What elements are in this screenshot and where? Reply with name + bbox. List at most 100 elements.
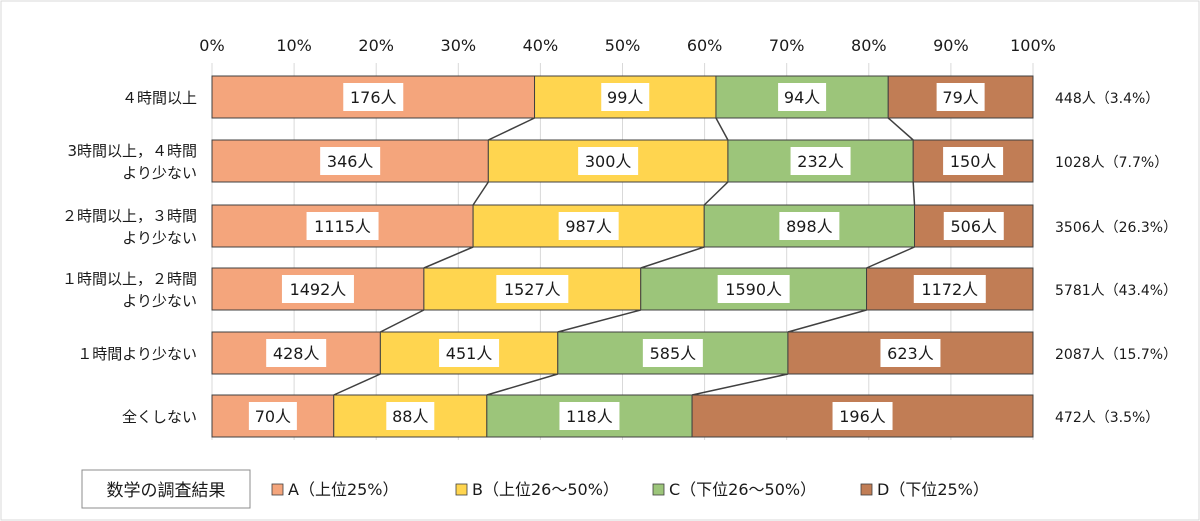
data-label-box [559,402,620,430]
legend-swatch [652,483,665,496]
data-label-box [880,339,941,367]
x-tick-label: 80% [851,36,887,55]
data-label-box [778,83,827,111]
series-connector-line [787,309,867,333]
data-label: 1115人 [314,217,371,236]
legend-title: 数学の調査結果 [107,481,226,501]
row-total-label: 5781人（43.4%） [1055,283,1177,299]
legend-label: D（下位25%） [877,480,989,499]
category-label: １時間より少ない [77,345,197,363]
data-label-box [439,339,500,367]
series-connector-line [488,117,535,141]
series-connector-line [472,181,489,206]
category-label: ２時間以上，３時間 [62,207,197,225]
data-label: 300人 [585,152,632,171]
x-tick-label: 100% [1010,36,1056,55]
legend-swatch [271,483,284,496]
gridlines [211,63,1034,440]
y-axis-category-labels: ４時間以上3時間以上，４時間より少ない２時間以上，３時間より少ない１時間以上，２… [62,89,197,426]
category-label: ４時間以上 [122,89,197,107]
data-label-box [790,147,851,175]
category-label: 全くしない [122,408,197,426]
data-label-box [558,212,619,240]
series-connector-line [486,373,559,396]
category-label-line2: より少ない [122,229,197,247]
data-label: 451人 [446,344,493,363]
data-label-box [779,212,840,240]
data-label-box [306,212,379,240]
category-label-line2: より少ない [122,292,197,310]
data-label: 176人 [350,88,397,107]
row-total-label: 448人（3.4%） [1055,91,1159,107]
data-label-box [578,147,639,175]
data-label: 70人 [255,407,291,426]
series-connector-lines [333,117,916,396]
data-label-box [248,402,297,430]
series-connector-line [912,181,916,206]
series-connector-line [380,309,425,333]
x-tick-label: 60% [687,36,723,55]
data-label-box [496,275,569,303]
series-connector-line [866,246,915,269]
data-label-box [386,402,435,430]
legend-swatch [860,483,873,496]
x-tick-label: 30% [441,36,477,55]
data-label: 898人 [786,217,833,236]
series-connector-line [703,181,729,206]
legend-label: B（上位26～50%） [472,480,619,499]
data-label: 987人 [565,217,612,236]
series-connector-line [887,117,914,141]
data-label: 346人 [327,152,374,171]
series-connector-line [423,246,474,269]
row-total-label: 472人（3.5%） [1055,410,1159,426]
x-tick-label: 70% [769,36,805,55]
data-label-box [717,275,790,303]
series-connector-line [691,373,789,396]
data-label: 623人 [887,344,934,363]
category-label: １時間以上，２時間 [62,270,197,288]
data-label-box [936,83,985,111]
data-label: 1492人 [290,280,347,299]
x-tick-label: 0% [199,36,224,55]
row-total-labels: 448人（3.4%） 1028人（7.7%） 3506人（26.3%） 5781人（4… [1055,91,1177,426]
series-connector-line [715,117,729,141]
data-label: 506人 [950,217,997,236]
data-label-box [943,212,1004,240]
series-connector-line [333,373,381,396]
data-label: 99人 [607,88,643,107]
category-label: 3時間以上，４時間 [67,142,197,160]
x-tick-label: 20% [358,36,394,55]
x-tick-label: 10% [276,36,312,55]
data-label-box [343,83,404,111]
data-label: 232人 [797,152,844,171]
data-label: 1527人 [504,280,561,299]
row-total-label: 1028人（7.7%） [1055,155,1168,171]
data-label: 150人 [950,152,997,171]
legend-title-box [81,469,251,509]
data-label-box [266,339,327,367]
data-label: 79人 [942,88,978,107]
data-label-box [601,83,650,111]
legend: 数学の調査結果 A（上位25%） B（上位26～50%） C（下位26～50%） D（… [81,469,989,509]
series-connector-line [557,309,641,333]
data-label: 1590人 [725,280,782,299]
data-label-box [320,147,381,175]
data-label-box [913,275,986,303]
legend-swatch [455,483,468,496]
data-label: 428人 [273,344,320,363]
data-label-box [832,402,893,430]
data-label: 118人 [566,407,613,426]
x-tick-label: 40% [523,36,559,55]
x-tick-label: 90% [933,36,969,55]
data-label: 585人 [650,344,697,363]
x-axis-tick-labels: 0% 10% 20% 30% 40% 50% 60% 70% 80% 90% 100% [199,36,1056,55]
category-label-line2: より少ない [122,164,197,182]
legend-label: A（上位25%） [288,480,399,499]
data-label: 94人 [784,88,820,107]
row-total-label: 2087人（15.7%） [1055,347,1177,363]
data-label: 1172人 [921,280,978,299]
data-label-box [943,147,1004,175]
series-connector-line [640,246,705,269]
